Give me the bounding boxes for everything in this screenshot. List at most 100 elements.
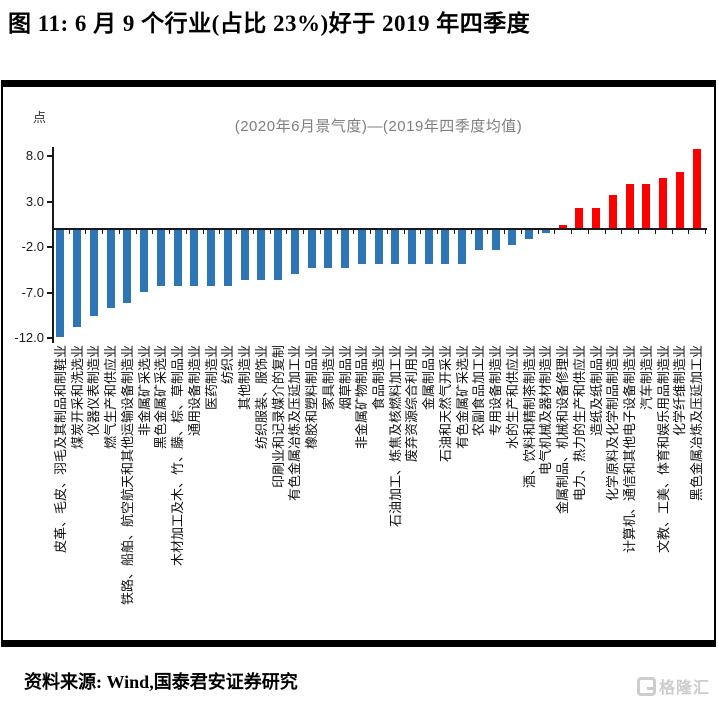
bar (692, 148, 701, 229)
x-category-label: 化学纤维制造业 (672, 345, 688, 437)
x-category-label: 橡胶和塑料制品业 (304, 345, 320, 450)
bar (173, 230, 182, 287)
y-axis-tick-label: 3.0 (25, 193, 44, 209)
x-axis-tick (587, 230, 589, 234)
bar (257, 230, 266, 281)
bar (207, 230, 216, 287)
x-category-label: 非金属矿采选业 (136, 345, 152, 437)
x-axis-tick (152, 230, 154, 234)
bar (458, 230, 467, 264)
x-axis-tick (286, 230, 288, 234)
x-category-label: 造纸及纸制品业 (588, 345, 604, 437)
x-axis-tick (269, 230, 271, 234)
x-axis-tick (102, 230, 104, 234)
bar (407, 230, 416, 264)
bar (575, 208, 584, 229)
x-axis-tick (403, 230, 405, 234)
x-axis-line (52, 228, 707, 230)
x-category-label: 电力、热力的生产和供应业 (571, 345, 587, 502)
bar (56, 230, 65, 338)
bar (374, 230, 383, 264)
x-axis-tick (118, 230, 120, 234)
x-category-label: 电气机械及器材制造业 (538, 345, 554, 476)
x-category-label: 水的生产和供应业 (504, 345, 520, 450)
bar (608, 195, 617, 229)
x-category-label: 仪器仪表制造业 (86, 345, 102, 437)
x-axis-tick (420, 230, 422, 234)
x-category-label: 通用设备制造业 (186, 345, 202, 437)
x-axis-tick (453, 230, 455, 234)
bar (675, 171, 684, 229)
y-axis-tick-label: -7.0 (21, 284, 44, 300)
x-axis-tick (638, 230, 640, 234)
x-category-label: 酒、饮料和精制茶制造业 (521, 345, 537, 489)
x-axis-tick (621, 230, 623, 234)
bar (508, 230, 517, 245)
x-category-label: 化学原料及化学制品制造业 (605, 345, 621, 502)
bar (391, 230, 400, 264)
x-axis-tick (487, 230, 489, 234)
chart-subtitle: (2020年6月景气度)—(2019年四季度均值) (234, 118, 523, 135)
bar (642, 183, 651, 229)
figure-title: 图 11: 6 月 9 个行业(占比 23%)好于 2019 年四季度 (8, 11, 531, 36)
y-axis-line (52, 147, 54, 343)
figure-box: 点 (2020年6月景气度)—(2019年四季度均值) 8.0 3.0 -2.0 -7… (1, 80, 716, 647)
x-axis-tick (202, 230, 204, 234)
x-axis-tick (705, 230, 706, 234)
bar (240, 230, 249, 281)
bar (290, 230, 299, 274)
x-axis-tick (353, 230, 355, 234)
bar (357, 230, 366, 264)
watermark: 格隆汇 (636, 674, 710, 698)
bar (625, 183, 634, 229)
x-axis-tick (554, 230, 556, 234)
x-category-label: 纺织服装、服饰业 (253, 345, 269, 450)
x-axis-tick (520, 230, 522, 234)
x-category-label: 有色金属矿采选业 (454, 345, 470, 450)
x-category-label: 印刷业和记录媒介的复制 (270, 345, 286, 489)
bar (190, 230, 199, 287)
x-category-label: 其他制造业 (237, 345, 253, 411)
bar (223, 230, 232, 287)
x-category-label: 皮革、毛皮、羽毛及其制品和制鞋业 (52, 345, 68, 554)
x-category-label: 煤炭开采和洗选业 (69, 345, 85, 450)
x-category-label: 纺织业 (220, 345, 236, 385)
y-axis-unit-label: 点 (33, 110, 47, 125)
x-axis-tick (303, 230, 305, 234)
x-category-label: 黑色金属矿采选业 (153, 345, 169, 450)
bar (324, 230, 333, 269)
x-category-label: 石油加工、炼焦及核燃料加工业 (387, 345, 403, 528)
y-axis-tick-label: -12.0 (14, 330, 44, 346)
bar (89, 230, 98, 317)
x-category-label: 有色金属冶炼及压延加工业 (287, 345, 303, 502)
x-category-label: 燃气生产和供应业 (103, 345, 119, 450)
bar (341, 230, 349, 269)
x-category-label: 金属制品业 (421, 345, 437, 411)
x-category-label: 黑色金属冶炼及压延加工业 (689, 345, 705, 502)
x-axis-tick (537, 230, 539, 234)
x-axis-tick (504, 230, 506, 234)
x-axis-tick (236, 230, 238, 234)
x-category-label: 烟草制品业 (337, 345, 353, 411)
x-category-label: 废弃资源综合利用业 (404, 345, 420, 463)
bar (592, 208, 601, 229)
x-category-label: 木材加工及木、竹、藤、棕、草制品业 (170, 345, 186, 567)
x-axis-tick (219, 230, 221, 234)
bar (123, 230, 132, 303)
x-axis-tick (169, 230, 171, 234)
bar (424, 230, 433, 264)
x-axis-tick (671, 230, 673, 234)
bar (558, 225, 567, 229)
y-axis-tick (47, 337, 52, 340)
x-axis-tick (52, 230, 53, 234)
y-axis-tick-label: -2.0 (21, 239, 44, 255)
y-axis-tick-label: 8.0 (25, 148, 44, 164)
bar (474, 230, 483, 251)
x-axis-tick (135, 230, 137, 234)
x-axis-tick (370, 230, 372, 234)
bar (441, 230, 450, 264)
x-axis-tick (185, 230, 187, 234)
x-category-label: 汽车制造业 (638, 345, 654, 411)
x-category-label: 石油和天然气开采业 (437, 345, 453, 463)
